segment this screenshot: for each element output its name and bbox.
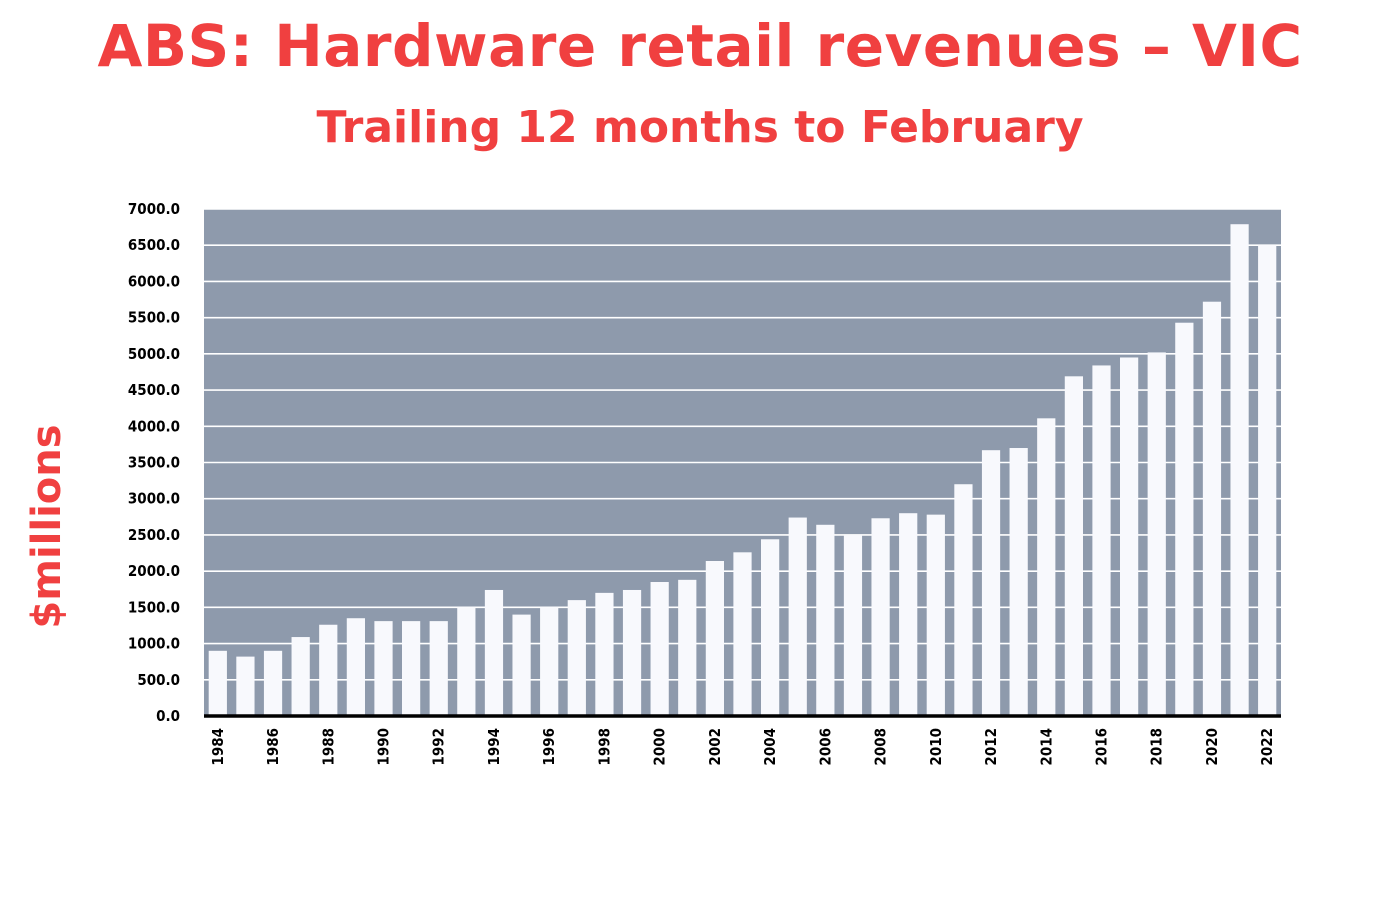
bar-1995: [512, 614, 531, 716]
x-tick-label: 2010: [927, 728, 945, 766]
y-tick-label: 5500.0: [128, 309, 180, 327]
y-tick-label: 3500.0: [128, 454, 180, 472]
x-tick-label: 1992: [430, 728, 448, 766]
x-tick-label: 2016: [1093, 728, 1111, 766]
bar-2003: [733, 552, 752, 716]
x-tick-label: 1984: [209, 728, 227, 766]
bar-1994: [484, 589, 504, 716]
bar-2016: [1092, 365, 1111, 716]
bar-1998: [595, 592, 614, 716]
y-tick-label: 1000.0: [128, 635, 180, 653]
bar-1999: [622, 589, 642, 716]
x-tick-label: 1994: [485, 728, 503, 766]
bar-2015: [1064, 376, 1083, 716]
x-tick-label: 2022: [1258, 728, 1276, 766]
x-tick-label: 1986: [264, 728, 282, 766]
y-tick-label: 500.0: [137, 671, 180, 689]
x-tick-label: 1998: [595, 728, 613, 766]
x-tick-label: 1996: [540, 728, 558, 766]
y-tick-label: 6000.0: [128, 272, 180, 290]
bar-1993: [457, 607, 476, 716]
x-tick-labels: 1984 1986 1988 1990 1992 1994 1996 1998 2000 2002…: [209, 728, 1276, 766]
bar-1991: [402, 621, 421, 716]
bar-2008: [871, 518, 890, 716]
bar-2000: [650, 582, 669, 716]
x-tick-label: 2012: [982, 728, 1000, 766]
bar-2020: [1202, 301, 1222, 716]
x-tick-label: 2006: [816, 728, 834, 766]
bar-1988: [319, 624, 338, 716]
x-tick-label: 2008: [872, 728, 890, 766]
bar-1996: [540, 607, 559, 716]
bar-2018: [1147, 352, 1166, 716]
chart-subtitle: Trailing 12 months to February: [316, 102, 1084, 153]
bar-2019: [1175, 322, 1194, 716]
bar-2017: [1120, 357, 1139, 716]
bars: [208, 224, 1277, 716]
bar-1990: [374, 621, 393, 716]
bar-1989: [346, 618, 365, 716]
bar-1984: [208, 650, 227, 716]
x-tick-label: 1990: [375, 728, 393, 766]
y-tick-label: 4500.0: [128, 381, 180, 399]
bar-1985: [236, 656, 255, 716]
bar-2010: [926, 514, 945, 716]
bar-2012: [981, 450, 1001, 716]
bar-2021: [1230, 224, 1249, 716]
bar-2013: [1009, 448, 1028, 716]
bar-2001: [678, 579, 697, 716]
bar-2005: [788, 517, 807, 716]
x-tick-label: 2018: [1148, 728, 1166, 766]
y-axis-label: $millions: [24, 424, 70, 628]
y-tick-label: 5000.0: [128, 345, 180, 363]
bar-2009: [899, 513, 918, 716]
bar-2022: [1258, 245, 1277, 716]
x-tick-label: 2000: [651, 728, 669, 766]
y-tick-label: 1500.0: [128, 598, 180, 616]
x-tick-label: 2002: [706, 728, 724, 766]
bar-2007: [843, 534, 863, 716]
bar-1987: [291, 637, 310, 716]
x-tick-label: 1988: [319, 728, 337, 766]
bar-1992: [429, 621, 448, 716]
y-tick-label: 7000.0: [128, 200, 180, 218]
bar-2011: [954, 484, 973, 716]
bar-2014: [1037, 418, 1056, 716]
y-tick-label: 0.0: [156, 707, 180, 725]
bar-2004: [761, 539, 780, 716]
bar-1997: [567, 600, 586, 716]
y-tick-label: 6500.0: [128, 236, 180, 254]
bar-1986: [263, 650, 283, 716]
y-tick-label: 3000.0: [128, 490, 180, 508]
x-tick-label: 2020: [1203, 728, 1221, 766]
bar-2006: [816, 524, 835, 716]
y-tick-label: 2500.0: [128, 526, 180, 544]
x-tick-label: 2004: [761, 728, 779, 766]
chart-title: ABS: Hardware retail revenues – VIC: [97, 12, 1303, 80]
y-tick-labels: 0.0 500.0 1000.0 1500.0 2000.0 2500.0 3000.0 35…: [128, 200, 180, 725]
y-tick-label: 2000.0: [128, 562, 180, 580]
x-tick-label: 2014: [1037, 728, 1055, 766]
y-tick-label: 4000.0: [128, 417, 180, 435]
bar-2002: [705, 561, 724, 716]
